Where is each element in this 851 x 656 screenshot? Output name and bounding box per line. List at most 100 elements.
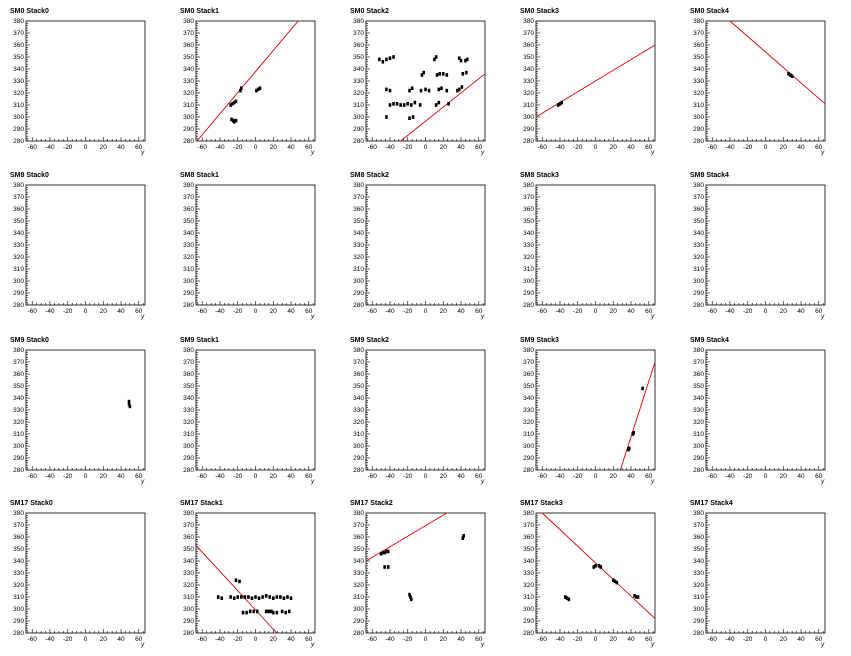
data-point bbox=[635, 595, 638, 599]
data-point bbox=[409, 103, 413, 107]
y-tick-label: 330 bbox=[13, 407, 24, 414]
y-tick-label: 330 bbox=[353, 570, 364, 577]
panel-title: SM8 Stack1 bbox=[180, 172, 219, 179]
y-tick-label: 280 bbox=[693, 630, 704, 637]
y-tick-label: 360 bbox=[183, 534, 194, 541]
x-axis-title: y bbox=[650, 149, 655, 156]
y-tick-label: 380 bbox=[13, 182, 24, 189]
y-tick-label: 370 bbox=[353, 194, 364, 201]
y-tick-label: 320 bbox=[353, 419, 364, 426]
y-tick-label: 340 bbox=[523, 66, 534, 73]
plot-frame bbox=[705, 512, 826, 634]
x-tick-label: -40 bbox=[725, 308, 735, 315]
y-tick-label: 360 bbox=[13, 42, 24, 49]
data-point bbox=[268, 595, 272, 599]
data-point bbox=[381, 550, 385, 555]
x-axis-title: y bbox=[480, 478, 485, 485]
y-tick-label: 350 bbox=[523, 546, 534, 553]
x-axis-title: y bbox=[310, 478, 315, 485]
y-tick-label: 370 bbox=[183, 30, 194, 37]
y-tick-label: 380 bbox=[13, 347, 24, 354]
x-tick-label: 0 bbox=[764, 473, 768, 480]
y-tick-label: 340 bbox=[183, 66, 194, 73]
y-tick-label: 280 bbox=[183, 138, 194, 145]
y-tick-label: 350 bbox=[183, 54, 194, 61]
data-point bbox=[238, 579, 241, 584]
panel-title: SM0 Stack4 bbox=[690, 8, 729, 15]
y-tick-label: 320 bbox=[693, 582, 704, 589]
y-tick-label: 380 bbox=[13, 18, 24, 25]
y-tick-label: 380 bbox=[693, 182, 704, 189]
x-tick-label: -20 bbox=[743, 636, 753, 643]
fit-line bbox=[535, 44, 656, 118]
data-point bbox=[633, 594, 636, 598]
y-tick-label: 360 bbox=[353, 371, 364, 378]
y-tick-label: 310 bbox=[523, 266, 534, 273]
data-point bbox=[599, 565, 603, 569]
y-tick-label: 360 bbox=[523, 534, 534, 541]
data-point bbox=[234, 578, 238, 582]
data-point bbox=[558, 102, 562, 106]
y-tick-label: 300 bbox=[13, 278, 24, 285]
y-tick-label: 340 bbox=[693, 395, 704, 402]
x-tick-label: -20 bbox=[403, 308, 413, 315]
data-point bbox=[594, 564, 597, 568]
x-tick-label: -40 bbox=[555, 308, 565, 315]
plot-frame bbox=[705, 349, 826, 471]
data-point bbox=[247, 595, 250, 599]
panel-title: SM9 Stack4 bbox=[690, 337, 729, 344]
x-tick-label: 20 bbox=[440, 473, 448, 480]
x-tick-label: -60 bbox=[538, 144, 548, 151]
data-point bbox=[271, 610, 275, 615]
plot-panel: SM0 Stack4 -60 -40 -20 0 20 40 60 280 290 300 310 32… bbox=[690, 8, 826, 156]
plot-panel: SM0 Stack2 -60 -40 -20 0 20 40 60 280 290 300 310 32… bbox=[350, 8, 486, 156]
y-tick-label: 330 bbox=[13, 242, 24, 249]
x-tick-label: -40 bbox=[45, 308, 55, 315]
y-tick-label: 300 bbox=[693, 443, 704, 450]
x-tick-label: -20 bbox=[573, 144, 583, 151]
y-tick-label: 290 bbox=[523, 455, 534, 462]
x-axis-title: y bbox=[820, 149, 825, 156]
data-point bbox=[410, 86, 414, 90]
x-tick-label: -40 bbox=[725, 473, 735, 480]
y-tick-label: 350 bbox=[353, 54, 364, 61]
plot-panel: SM17 Stack1 -60 -40 -20 0 20 40 60 280 290 300 310 3… bbox=[180, 500, 316, 648]
data-point bbox=[399, 103, 402, 107]
data-point bbox=[556, 103, 560, 107]
data-point bbox=[127, 402, 131, 406]
y-tick-label: 320 bbox=[183, 582, 194, 589]
x-tick-label: 20 bbox=[610, 636, 618, 643]
y-tick-label: 310 bbox=[693, 431, 704, 438]
x-tick-label: -40 bbox=[45, 636, 55, 643]
x-tick-label: 40 bbox=[117, 473, 125, 480]
x-axis-title: y bbox=[310, 313, 315, 320]
y-tick-label: 290 bbox=[183, 126, 194, 133]
data-point bbox=[245, 610, 248, 615]
plot-frame bbox=[535, 349, 656, 471]
x-tick-label: 60 bbox=[475, 308, 483, 315]
data-point bbox=[234, 99, 238, 104]
data-point bbox=[229, 595, 232, 599]
y-tick-label: 310 bbox=[13, 266, 24, 273]
plot-panel: SM0 Stack3 -60 -40 -20 0 20 40 60 280 290 300 310 32… bbox=[520, 8, 656, 156]
panel-title: SM8 Stack4 bbox=[690, 172, 729, 179]
y-tick-label: 300 bbox=[13, 114, 24, 121]
y-tick-label: 370 bbox=[353, 522, 364, 529]
x-tick-label: 40 bbox=[797, 473, 805, 480]
plot-panel: SM9 Stack0 -60 -40 -20 0 20 40 60 280 290 300 310 32… bbox=[10, 337, 146, 485]
data-point bbox=[248, 609, 252, 614]
data-point bbox=[424, 87, 427, 92]
x-tick-label: -40 bbox=[45, 144, 55, 151]
data-point bbox=[402, 103, 406, 107]
x-tick-label: -20 bbox=[573, 473, 583, 480]
plot-frame bbox=[25, 512, 146, 634]
data-point bbox=[613, 579, 617, 584]
plot-panel: SM17 Stack0 -60 -40 -20 0 20 40 60 280 290 300 310 3… bbox=[10, 500, 146, 648]
y-tick-label: 350 bbox=[183, 383, 194, 390]
data-point bbox=[597, 564, 601, 568]
y-tick-label: 360 bbox=[693, 206, 704, 213]
data-point bbox=[462, 534, 465, 538]
x-tick-label: 20 bbox=[100, 308, 108, 315]
x-tick-label: 0 bbox=[764, 144, 768, 151]
y-tick-label: 350 bbox=[13, 383, 24, 390]
